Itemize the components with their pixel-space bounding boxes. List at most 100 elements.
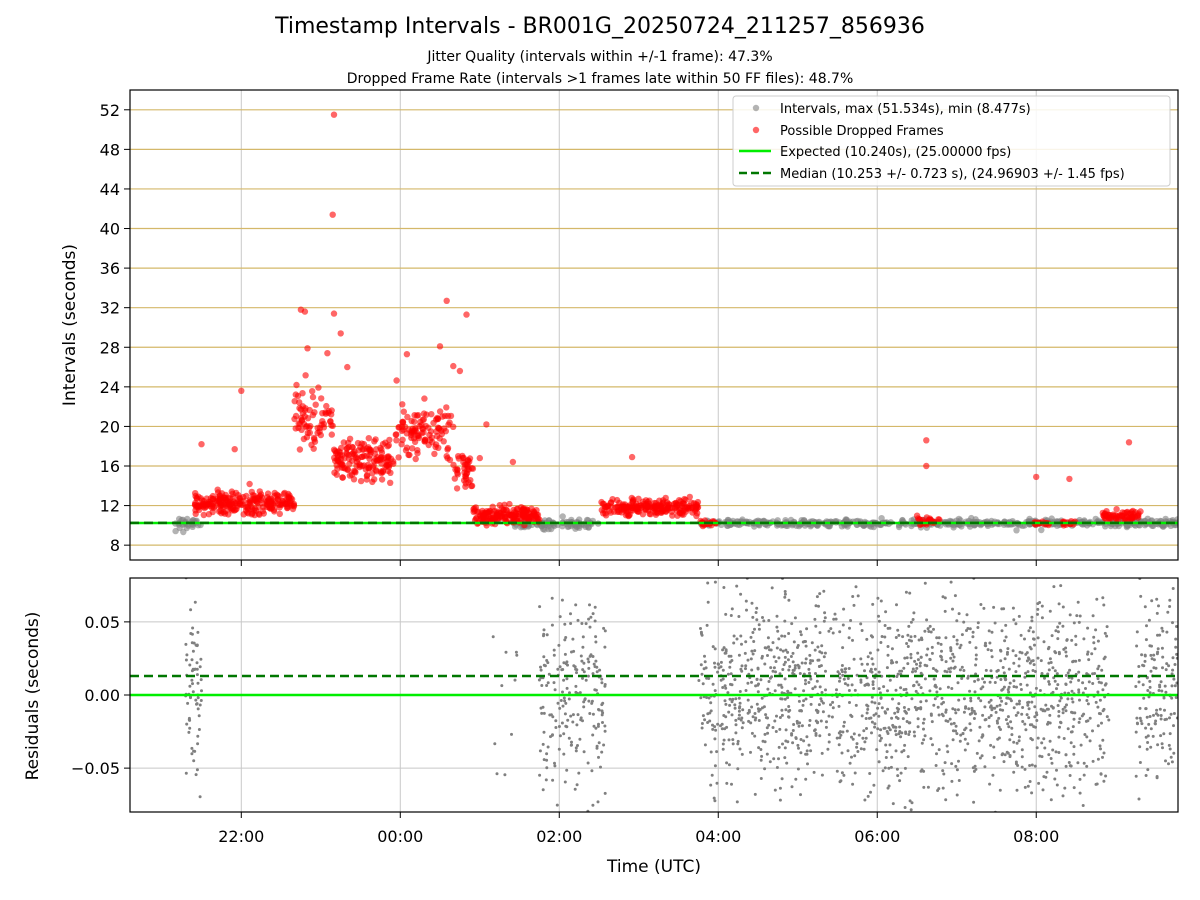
residual-point: [837, 743, 841, 747]
residual-point: [960, 677, 964, 680]
residual-point: [877, 760, 881, 764]
residual-point: [940, 696, 944, 700]
residual-point: [945, 744, 949, 748]
residual-point: [1039, 659, 1043, 663]
residual-point: [1014, 713, 1018, 717]
residual-point: [1001, 573, 1004, 576]
residual-point: [869, 716, 873, 720]
dropped-frame-point: [331, 447, 339, 455]
residual-point: [198, 795, 202, 799]
residual-point: [816, 709, 820, 713]
residual-point: [1020, 765, 1024, 769]
residual-point: [600, 703, 604, 707]
residual-point: [983, 765, 987, 769]
residual-point: [923, 629, 927, 633]
dropped-frame-point: [291, 398, 298, 405]
residual-point: [558, 706, 562, 710]
residual-point: [1059, 584, 1063, 588]
residual-point: [753, 627, 756, 631]
residual-point: [973, 690, 977, 694]
residual-point: [1033, 670, 1037, 673]
dropped-frame-point: [435, 444, 442, 451]
residual-point: [589, 615, 593, 619]
residual-point: [799, 793, 802, 797]
residual-point: [724, 612, 728, 616]
residual-point: [705, 623, 709, 627]
residual-point: [553, 688, 557, 692]
residual-point: [594, 659, 598, 663]
residual-point: [1040, 604, 1044, 608]
dropped-frame-point: [387, 469, 394, 476]
residual-point: [872, 687, 876, 690]
dropped-frame-point: [296, 446, 304, 453]
residual-point: [989, 705, 992, 709]
residual-point: [711, 723, 714, 727]
residual-point: [744, 667, 747, 671]
residual-point: [1053, 679, 1057, 683]
residual-point: [987, 716, 991, 720]
residual-point: [1098, 698, 1102, 702]
residual-point: [941, 595, 945, 599]
residual-point: [763, 767, 767, 771]
residual-point: [1077, 720, 1081, 724]
residual-point: [959, 733, 963, 737]
residual-point: [721, 668, 725, 672]
interval-point: [548, 525, 555, 533]
residual-point: [843, 670, 847, 674]
residual-point: [602, 626, 606, 630]
dropped-frame-point: [220, 504, 227, 511]
residual-point: [720, 722, 724, 726]
residual-point: [1175, 681, 1178, 685]
residual-point: [911, 618, 915, 621]
residual-point: [1010, 733, 1014, 737]
residual-point: [900, 669, 904, 673]
residual-point: [963, 728, 967, 732]
dropped-frame-point: [469, 465, 477, 472]
residual-point: [899, 735, 903, 739]
residual-point: [697, 679, 701, 682]
residual-point: [957, 698, 961, 702]
residual-point: [1040, 741, 1044, 745]
dropped-frame-point: [1110, 511, 1117, 518]
residual-point: [853, 771, 857, 775]
residual-point: [706, 712, 710, 716]
residual-point: [1067, 761, 1071, 764]
residual-point: [983, 718, 987, 722]
residual-point: [896, 628, 900, 632]
residual-point: [952, 575, 955, 578]
residual-point: [988, 680, 992, 684]
residual-point: [907, 733, 911, 736]
dropped-frame-point: [369, 478, 376, 486]
residual-point: [700, 632, 703, 636]
residual-point: [944, 636, 948, 640]
residual-point: [778, 727, 782, 731]
residual-point: [797, 666, 801, 670]
residual-point: [878, 691, 882, 695]
residual-point: [587, 660, 591, 664]
residual-point: [957, 759, 960, 763]
residual-point: [1025, 713, 1029, 717]
residual-point: [809, 677, 813, 681]
residual-point: [804, 644, 808, 648]
residual-point: [1050, 761, 1054, 765]
residual-point: [1028, 723, 1032, 727]
residual-point: [1094, 628, 1098, 632]
dropped-frame-point: [338, 452, 346, 459]
residual-point: [885, 730, 889, 733]
dropped-frame-point: [483, 421, 490, 428]
residual-point: [711, 682, 715, 686]
residual-point: [813, 685, 817, 689]
residual-point: [894, 636, 898, 639]
residual-point: [591, 803, 595, 807]
residual-point: [978, 725, 982, 729]
residual-point: [920, 741, 924, 745]
residual-point: [603, 729, 607, 733]
residual-point: [879, 736, 883, 740]
residual-point: [595, 746, 599, 750]
residual-point: [586, 657, 590, 661]
residual-point: [1058, 725, 1061, 729]
residual-point: [1064, 674, 1068, 677]
residual-point: [1145, 715, 1149, 719]
dropped-frame-point: [379, 467, 387, 475]
residual-point: [500, 684, 504, 688]
